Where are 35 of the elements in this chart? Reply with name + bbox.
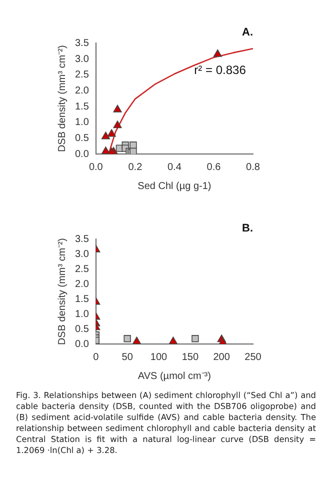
- y-tick-label: 2.5: [74, 264, 90, 275]
- y-tick-label: 2.0: [74, 85, 90, 96]
- x-tick-label: 0.8: [246, 162, 260, 173]
- x-axis-title: Sed Chl (µg g-1): [138, 180, 212, 192]
- x-tick-label: 0.0: [88, 162, 104, 173]
- y-tick-label: 0.0: [74, 148, 90, 160]
- y-tick-label: 3.0: [74, 248, 90, 260]
- y-axis-title: DSB density (mm³ cm⁻²): [56, 238, 68, 346]
- y-tick-label: 3.5: [74, 234, 90, 245]
- x-tick-label: 50: [122, 352, 134, 363]
- y-tick-label: 2.5: [74, 70, 90, 81]
- y-tick-label: 3.5: [74, 38, 90, 49]
- x-tick-label: 0: [93, 352, 100, 363]
- y-tick-label: 1.5: [74, 294, 90, 305]
- x-tick-label: 250: [244, 352, 262, 363]
- chart-title: B.: [242, 222, 253, 235]
- annotation: r² = 0.836: [194, 63, 246, 78]
- y-tick-label: 1.5: [74, 101, 90, 112]
- chart-title: A.: [242, 26, 253, 39]
- y-tick-label: 0.0: [74, 338, 90, 350]
- x-tick-label: 200: [213, 352, 230, 363]
- x-tick-label: 0.6: [206, 162, 222, 173]
- x-axis-title: AVS (µmol cm⁻³): [138, 370, 211, 382]
- y-tick-label: 3.0: [74, 54, 90, 65]
- y-axis-title: DSB density (mm³ cm⁻²): [56, 45, 68, 152]
- x-tick-label: 0.4: [168, 162, 182, 173]
- y-tick-label: 1.0: [74, 117, 90, 128]
- x-tick-label: 150: [182, 352, 199, 363]
- x-tick-label: 100: [150, 352, 168, 363]
- y-tick-label: 0.5: [74, 132, 90, 144]
- x-tick-label: 0.2: [128, 162, 143, 173]
- y-tick-label: 0.5: [74, 324, 90, 335]
- caption: Fig. 3. Relationships between (A) sediment chlorophyll (“Sed Chl a”) and cable bacteria density (DSB, counted with the DSB706 oligoprobe) and (B) sediment acid-volatile sulfide (AVS) and cable bacteria density. The relationship between sediment chlorophyll and cable bacteria density at Central Station is fit with a natural log-linear curve (DSB density = 1.2069 ·ln(Chl a) + 3.28.: [16, 390, 316, 456]
- y-tick-label: 2.0: [74, 278, 90, 290]
- y-tick-label: 1.0: [74, 308, 90, 320]
